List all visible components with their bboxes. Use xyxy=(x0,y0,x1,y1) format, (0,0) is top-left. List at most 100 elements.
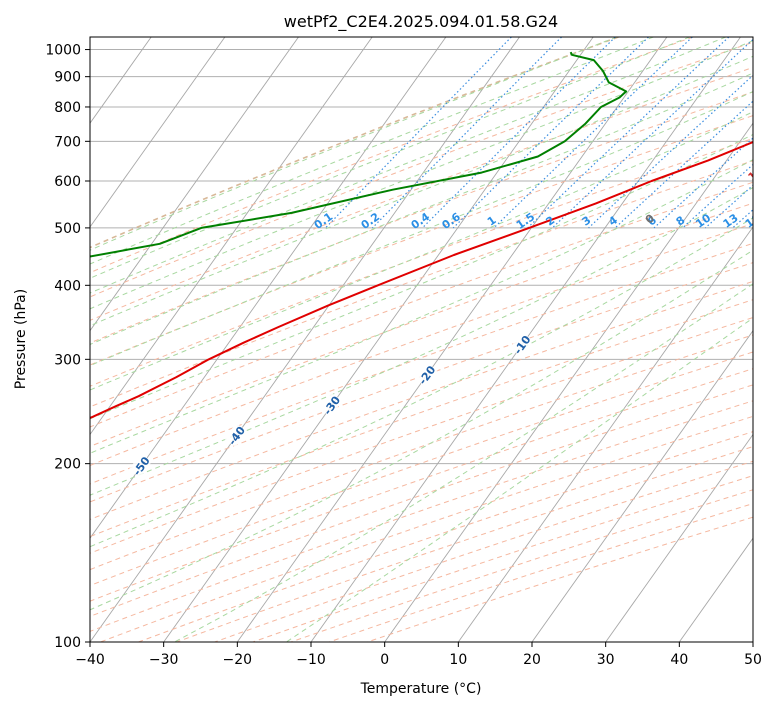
isotherm-line xyxy=(90,37,226,228)
dry-adiabat xyxy=(90,262,753,503)
isotherm-line xyxy=(90,37,299,332)
x-tick-label: 40 xyxy=(670,652,688,668)
isotherm-line xyxy=(457,226,753,642)
x-tick-label: 20 xyxy=(523,652,541,668)
dry-adiabat xyxy=(90,66,753,321)
moist-adiabat xyxy=(90,37,654,265)
dry-adiabat xyxy=(90,317,753,554)
y-tick-label: 200 xyxy=(54,457,81,473)
y-tick-label: 300 xyxy=(54,352,81,368)
isotherm-label-bg xyxy=(509,331,533,357)
isotherm-line xyxy=(678,537,753,642)
isotherm-line xyxy=(0,37,78,642)
moist-adiabats xyxy=(90,37,753,642)
y-axis-label: Pressure (hPa) xyxy=(13,289,29,389)
dry-adiabat xyxy=(252,475,753,642)
dry-adiabat xyxy=(290,489,753,642)
isotherm-line xyxy=(605,433,753,642)
mixing-ratio-label: 0.2 xyxy=(359,210,382,232)
x-axis-label: Temperature (°C) xyxy=(360,681,482,697)
dry-adiabat xyxy=(176,446,753,642)
dry-adiabat xyxy=(90,351,753,587)
x-tick-label: −10 xyxy=(296,652,326,668)
isopleth-labels: 0.10.20.40.611.52346810131620253036-100-… xyxy=(35,164,775,508)
mixing-ratio-lines xyxy=(325,37,775,229)
x-tick-label: 0 xyxy=(380,652,389,668)
isotherm-label-bg xyxy=(128,453,153,478)
x-tick-label: 30 xyxy=(597,652,615,668)
mixing-ratio-line xyxy=(371,37,563,229)
mixing-ratio-line xyxy=(325,37,512,229)
moist-adiabat xyxy=(90,249,753,611)
isotherm-line xyxy=(752,641,753,642)
x-tick-label: −40 xyxy=(75,652,105,668)
moist-adiabat xyxy=(90,159,753,454)
isotherm-line xyxy=(384,122,753,642)
mixing-ratio-line xyxy=(682,163,753,229)
isotherm-label-bg xyxy=(224,422,248,448)
mixing-ratio-label: 0.6 xyxy=(439,210,463,232)
y-tick-label: 700 xyxy=(54,134,81,150)
x-tick-label: 50 xyxy=(744,652,762,668)
isotherm-line xyxy=(90,37,447,539)
isotherm-line xyxy=(236,37,668,642)
y-tick-label: 600 xyxy=(54,174,81,190)
mixing-ratio-label: 16 xyxy=(743,211,763,231)
moist-adiabat-label: 10 xyxy=(746,164,766,184)
dry-adiabat xyxy=(367,516,753,642)
x-tick-label: −30 xyxy=(149,652,179,668)
moist-adiabat xyxy=(90,55,753,327)
isotherm-line xyxy=(0,37,4,642)
dry-adiabat xyxy=(100,415,753,642)
dry-adiabat xyxy=(90,181,753,428)
y-tick-label: 100 xyxy=(54,635,81,651)
mixing-ratio-line xyxy=(755,37,775,228)
isotherm-line xyxy=(531,329,753,642)
mixing-ratio-label: 1 xyxy=(485,213,499,228)
mixing-ratio-line xyxy=(732,209,753,229)
y-tick-label: 1000 xyxy=(45,43,81,59)
dry-adiabat xyxy=(214,460,753,642)
isotherm-label: -30 xyxy=(321,393,343,417)
x-tick-label: −20 xyxy=(223,652,253,668)
mixing-ratio-line xyxy=(704,184,753,229)
isotherm-label-bg xyxy=(414,362,438,387)
dry-adiabat xyxy=(90,299,753,538)
skewed-isotherms xyxy=(0,37,753,642)
mixing-ratio-label: 20 xyxy=(767,211,775,231)
mixing-ratio-line xyxy=(614,100,753,229)
dry-adiabat xyxy=(90,41,753,298)
isotherm-label: -60 xyxy=(35,484,57,508)
plot-frame xyxy=(89,36,754,643)
dry-adiabat xyxy=(90,37,694,274)
isotherm-label: -10 xyxy=(511,333,533,357)
mixing-ratio-label: 1.5 xyxy=(514,210,537,232)
isotherm-line xyxy=(90,37,520,642)
isotherm-line xyxy=(163,37,594,642)
moist-adiabat xyxy=(90,37,726,294)
moist-adiabat xyxy=(90,111,753,391)
mixing-ratio-label: 4 xyxy=(606,213,620,228)
mixing-ratio-line xyxy=(452,37,649,229)
chart-title: wetPf2_C2E4.2025.094.01.58.G24 xyxy=(284,12,558,32)
y-tick-label: 800 xyxy=(54,100,81,116)
dry-adiabat xyxy=(328,503,753,642)
isotherm-label: -40 xyxy=(226,424,248,448)
temperature-line xyxy=(90,140,753,420)
x-tick-label: 10 xyxy=(449,652,467,668)
isotherm-line xyxy=(90,37,373,436)
moist-adiabat xyxy=(90,133,753,420)
moist-adiabat xyxy=(90,186,753,496)
dry-adiabat xyxy=(90,202,753,448)
mixing-ratio-label: 2 xyxy=(543,214,557,229)
isotherm-label: -20 xyxy=(416,363,438,387)
moist-adiabat xyxy=(90,72,753,345)
dry-adiabat xyxy=(90,368,753,602)
mixing-ratio-line xyxy=(551,38,753,229)
sounding-series xyxy=(90,51,753,420)
mixing-ratio-line xyxy=(493,37,693,229)
dry-adiabat xyxy=(90,160,753,408)
y-tick-label: 500 xyxy=(54,221,81,237)
